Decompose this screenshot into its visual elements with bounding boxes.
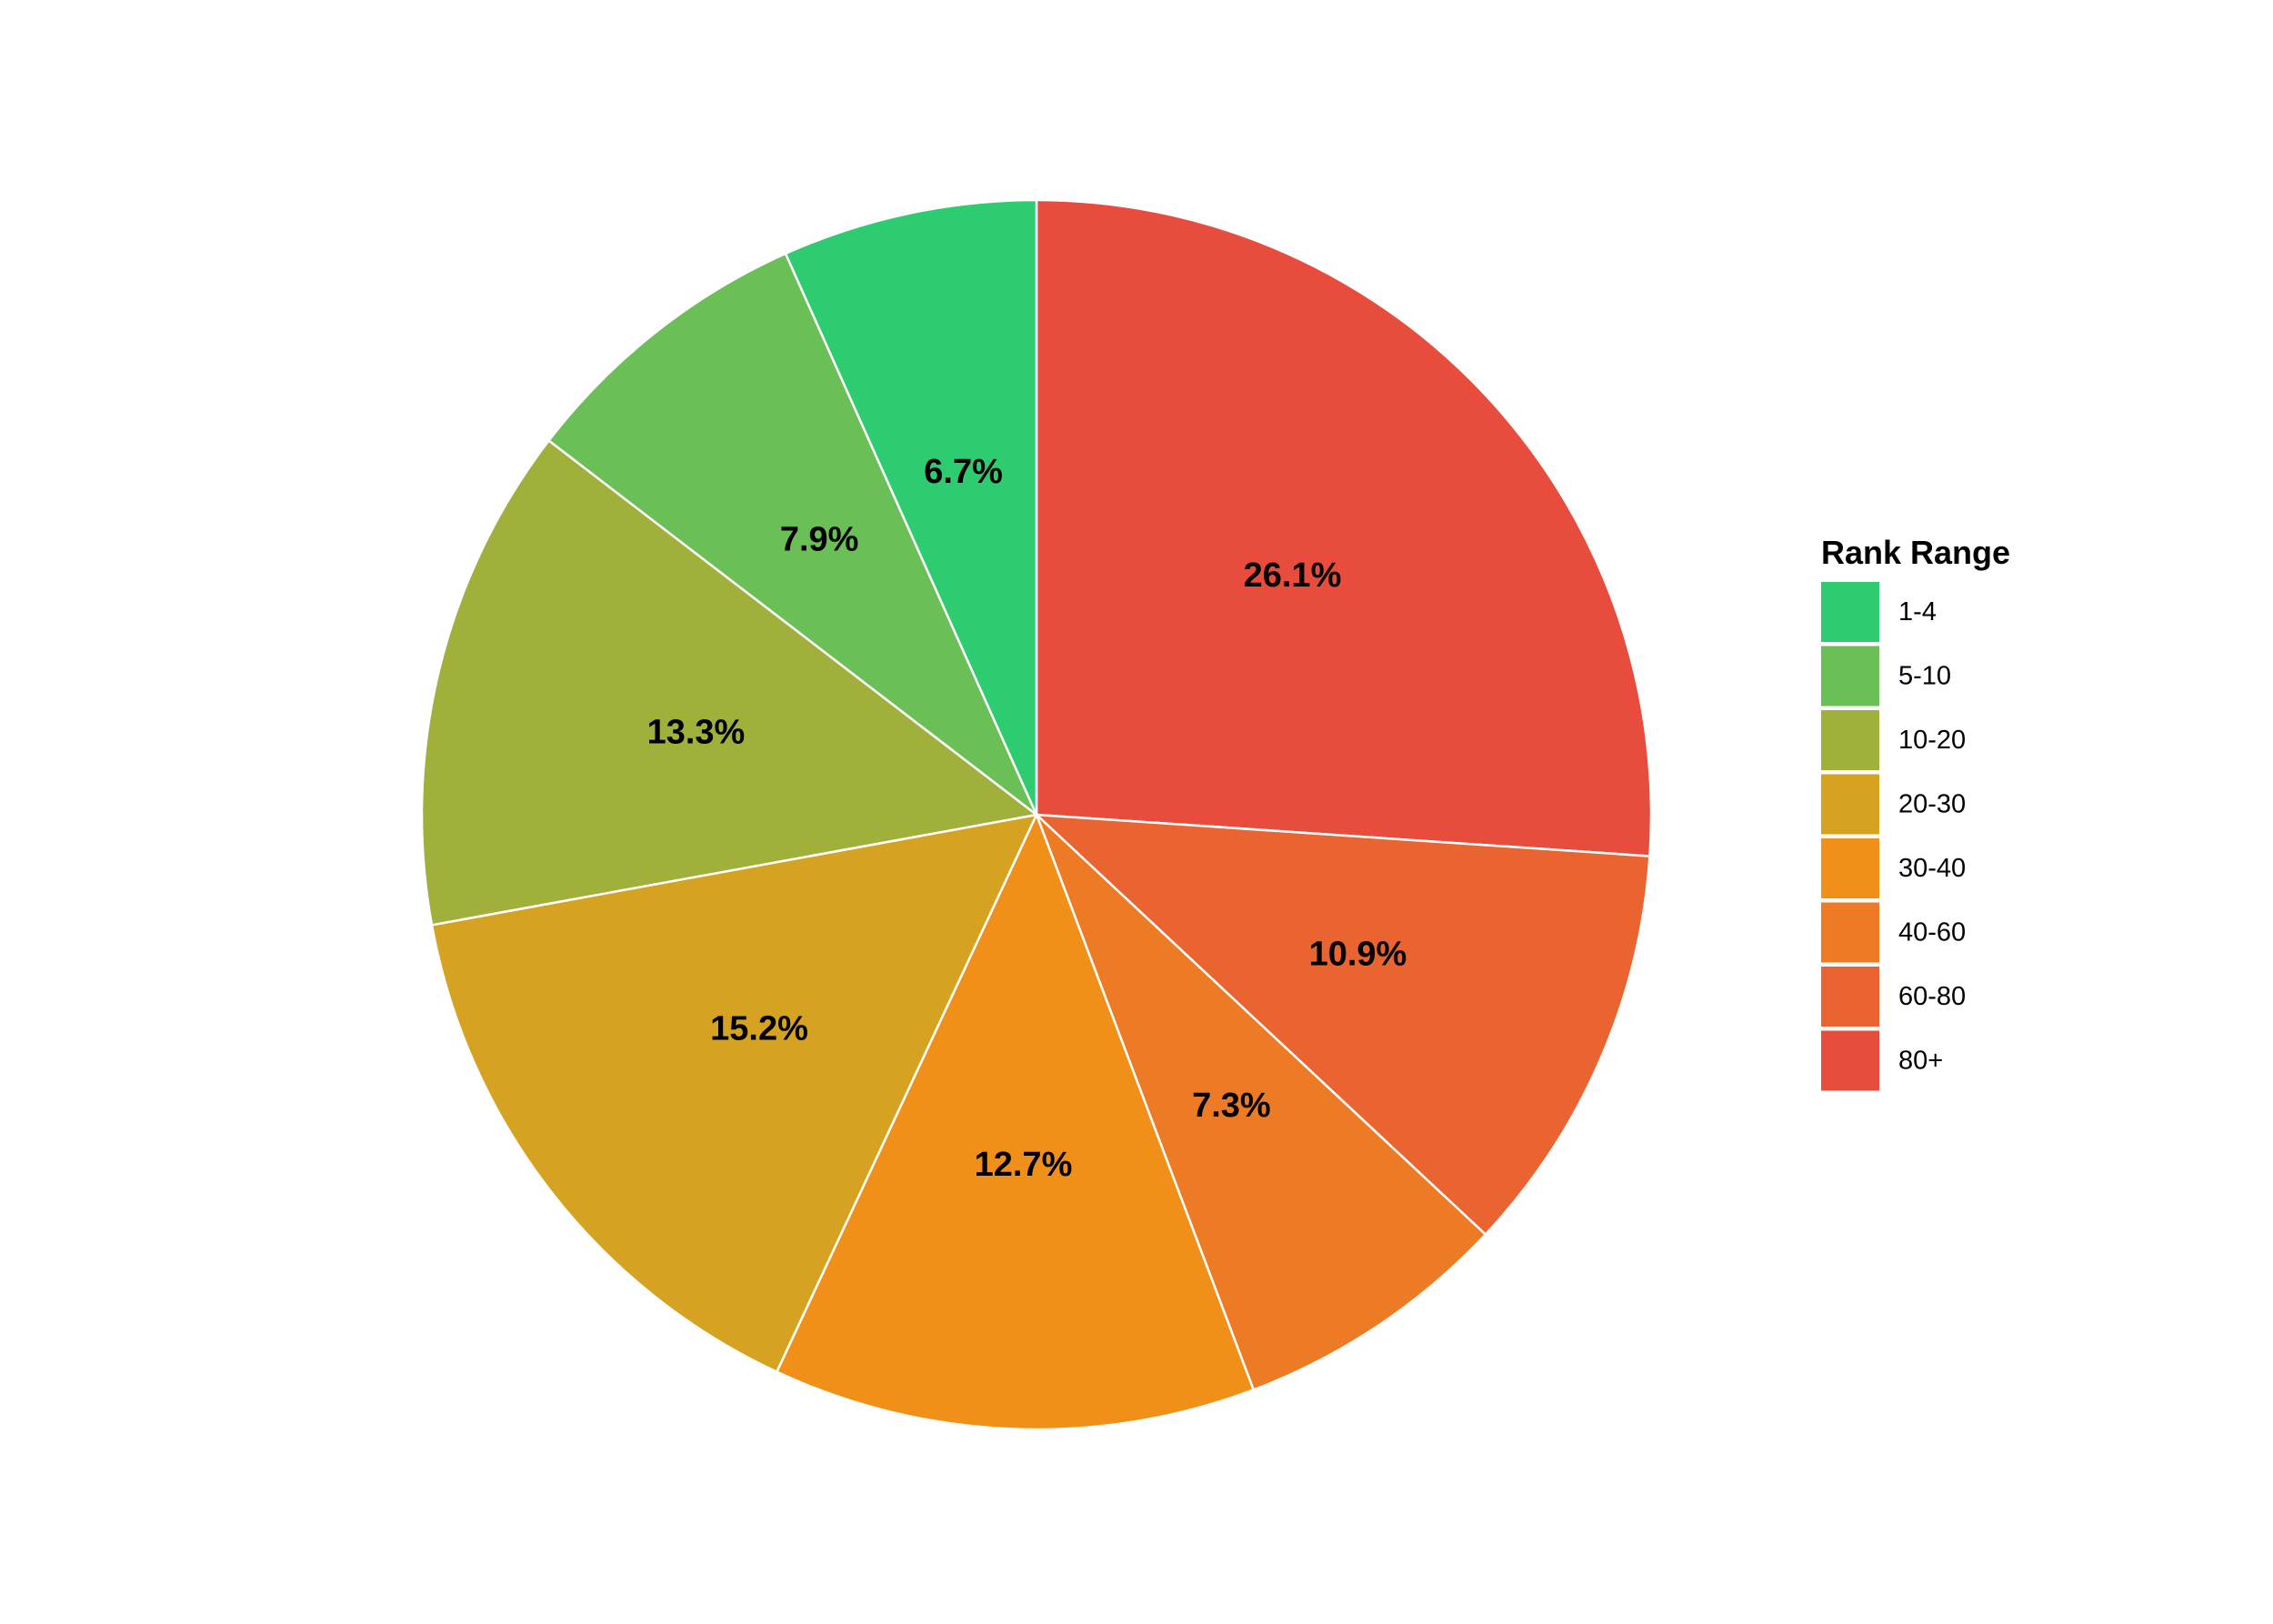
legend-swatch-10-20 bbox=[1821, 710, 1879, 770]
legend-label-5-10: 5-10 bbox=[1898, 662, 1951, 691]
pie-slice-1-4 bbox=[784, 198, 1038, 816]
pie-slices bbox=[420, 198, 1653, 1431]
slice-label-30-40: 12.7% bbox=[975, 1146, 1073, 1184]
pie-slice-80+ bbox=[1035, 198, 1653, 857]
legend-swatch-1-4 bbox=[1821, 582, 1879, 642]
slice-label-1-4: 6.7% bbox=[924, 453, 1003, 491]
legend-label-20-30: 20-30 bbox=[1898, 790, 1966, 819]
legend-label-40-60: 40-60 bbox=[1898, 918, 1966, 947]
slice-label-60-80: 10.9% bbox=[1309, 935, 1407, 973]
pie-slice-30-40 bbox=[775, 811, 1256, 1431]
legend-swatch-20-30 bbox=[1821, 774, 1879, 835]
pie-slice-60-80 bbox=[1033, 813, 1651, 1237]
slice-label-10-20: 13.3% bbox=[647, 714, 746, 752]
legend-items: 1-4 5-10 10-20 20-30 30-40 40-60 60-80 80+ bbox=[1821, 582, 1966, 1091]
slice-label-80+: 26.1% bbox=[1244, 556, 1342, 595]
slice-label-5-10: 7.9% bbox=[780, 521, 859, 559]
pie-slice-40-60 bbox=[1035, 814, 1487, 1392]
pie-slice-labels: 26.1% 10.9% 7.3% 12.7% 15.2% 13.3% 7.9% 6.7% bbox=[647, 453, 1407, 1184]
legend-label-1-4: 1-4 bbox=[1898, 597, 1937, 627]
legend-label-10-20: 10-20 bbox=[1898, 726, 1966, 755]
legend-title: Rank Range bbox=[1821, 534, 2010, 571]
legend-swatch-40-60 bbox=[1821, 902, 1879, 963]
slice-label-40-60: 7.3% bbox=[1192, 1087, 1271, 1125]
slice-label-20-30: 15.2% bbox=[710, 1009, 808, 1048]
pie-slice-10-20 bbox=[420, 438, 1039, 927]
legend-swatch-5-10 bbox=[1821, 646, 1879, 707]
legend-label-30-40: 30-40 bbox=[1898, 854, 1966, 883]
legend-label-80+: 80+ bbox=[1898, 1047, 1943, 1076]
legend-swatch-30-40 bbox=[1821, 838, 1879, 898]
legend-label-60-80: 60-80 bbox=[1898, 982, 1966, 1011]
pie-slice-20-30 bbox=[430, 813, 1039, 1374]
legend-swatch-60-80 bbox=[1821, 967, 1879, 1027]
pie-slice-5-10 bbox=[546, 252, 1038, 816]
legend-swatch-80+ bbox=[1821, 1030, 1879, 1091]
legend: Rank Range 1-4 5-10 10-20 20-30 30-40 40-60 60… bbox=[1821, 534, 2010, 1091]
